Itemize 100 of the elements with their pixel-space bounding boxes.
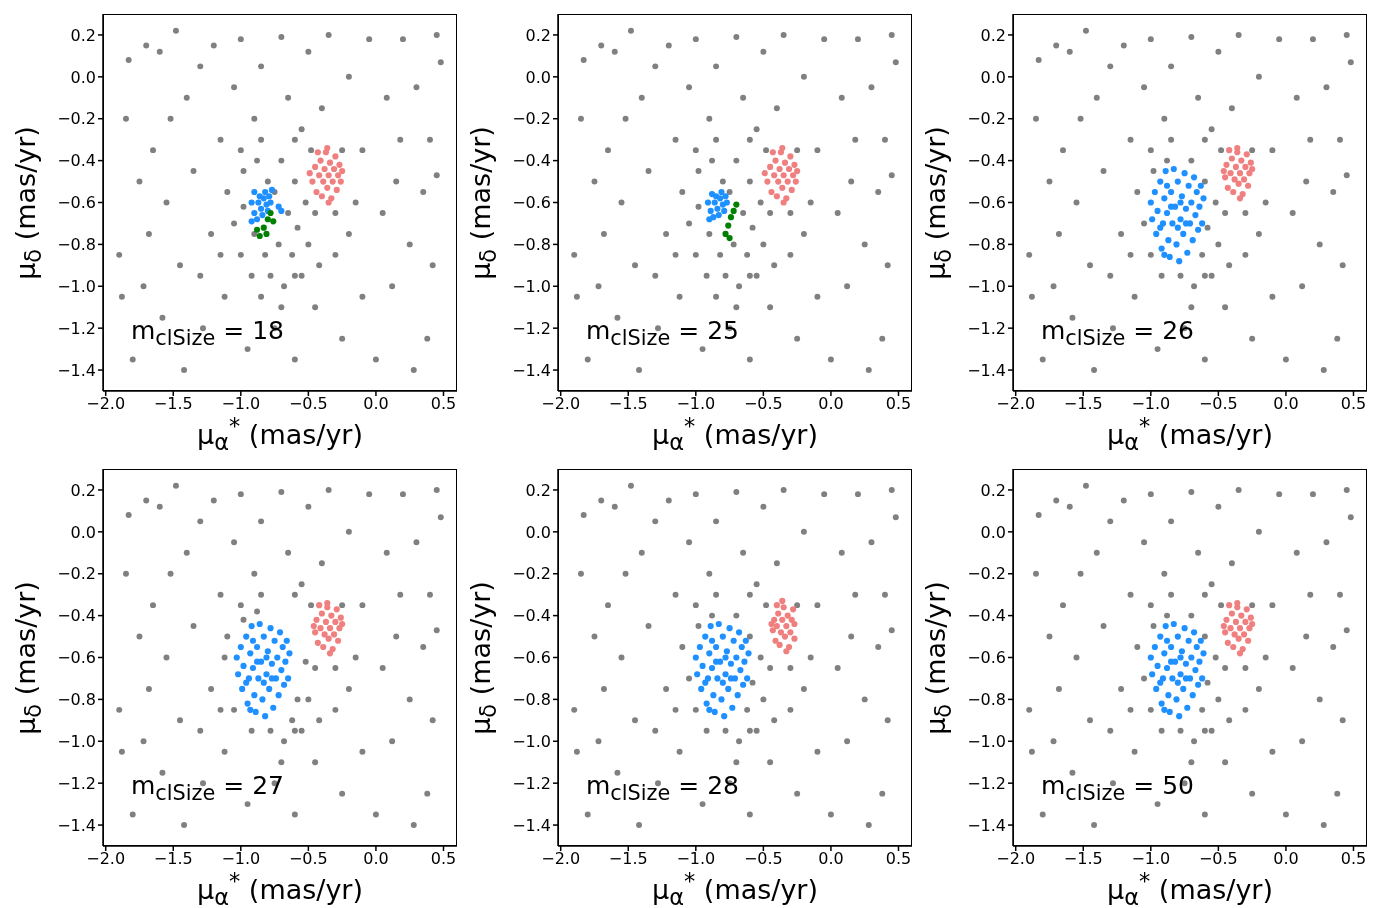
point — [773, 623, 780, 630]
point — [1165, 692, 1172, 699]
point — [282, 658, 289, 665]
point — [339, 168, 346, 175]
point — [260, 195, 267, 202]
point — [787, 153, 794, 160]
point — [330, 165, 338, 173]
point — [1174, 679, 1181, 686]
point — [1162, 168, 1169, 175]
annotation: m$_{clSize}$ = 27 — [131, 770, 285, 805]
point — [772, 637, 779, 644]
y-tick-label: −0.4 — [57, 151, 96, 171]
point — [791, 635, 798, 642]
point — [1170, 620, 1177, 628]
point — [1193, 643, 1200, 651]
point — [702, 633, 709, 640]
point — [715, 211, 722, 219]
point — [260, 679, 267, 686]
x-tick-label: −2.0 — [541, 394, 581, 414]
point — [263, 671, 270, 678]
point — [725, 222, 732, 229]
point — [260, 224, 267, 231]
y-tick-label: −0.2 — [57, 109, 96, 129]
x-tick-label: −2.0 — [86, 394, 126, 414]
point — [235, 671, 242, 678]
point — [1174, 633, 1181, 640]
x-tick-label: −1.5 — [608, 849, 648, 869]
y-tick-label: −1.2 — [57, 773, 96, 793]
point — [1178, 648, 1185, 655]
y-tick-label: −0.8 — [512, 690, 551, 710]
x-tick-label: 0.0 — [1273, 394, 1299, 414]
y-tick-label: 0.0 — [70, 522, 96, 542]
point — [332, 153, 339, 160]
point — [714, 205, 721, 212]
point — [1228, 610, 1235, 617]
point — [1243, 606, 1250, 613]
point — [772, 157, 779, 164]
point — [1166, 708, 1173, 716]
x-tick-label: −0.5 — [743, 394, 783, 414]
x-tick-label: −1.5 — [608, 394, 648, 414]
point — [267, 625, 274, 632]
y-tick-label: −1.0 — [57, 276, 96, 296]
point — [775, 610, 782, 617]
point — [268, 660, 275, 667]
point — [264, 216, 271, 223]
point — [1169, 220, 1176, 227]
point — [781, 159, 789, 166]
annotation: m$_{clSize}$ = 28 — [586, 770, 740, 805]
point — [1166, 253, 1173, 261]
y-tick-label: −1.0 — [967, 731, 1006, 751]
point — [337, 614, 344, 621]
point — [263, 230, 270, 237]
point — [733, 654, 740, 661]
point — [733, 201, 740, 208]
point — [1232, 618, 1240, 625]
x-tick-label: −1.5 — [153, 849, 193, 869]
point — [1199, 220, 1206, 227]
point — [1220, 623, 1227, 630]
point — [1236, 625, 1244, 632]
annotation: m$_{clSize}$ = 18 — [131, 315, 285, 350]
point — [268, 675, 275, 682]
y-tick-label: 0.2 — [980, 480, 1006, 500]
annotation: m$_{clSize}$ = 26 — [1041, 315, 1195, 350]
point — [243, 633, 250, 640]
point — [271, 637, 278, 644]
point — [251, 188, 258, 196]
point — [785, 643, 793, 651]
point — [725, 685, 732, 692]
point — [1190, 629, 1198, 636]
point — [283, 637, 290, 644]
point — [1189, 692, 1196, 699]
point — [314, 149, 321, 156]
y-tick-label: −0.4 — [57, 606, 96, 626]
point — [1157, 224, 1164, 231]
y-tick-label: −0.2 — [967, 564, 1006, 584]
y-tick-label: 0.2 — [525, 25, 551, 45]
point — [1238, 612, 1245, 619]
point — [256, 232, 263, 240]
point — [255, 675, 262, 682]
y-tick-label: 0.0 — [980, 67, 1006, 87]
y-tick-label: −1.4 — [57, 360, 96, 380]
y-tick-label: −0.6 — [512, 648, 551, 668]
x-tick-label: −1.0 — [221, 394, 261, 414]
point — [704, 199, 712, 206]
point — [270, 704, 277, 711]
point — [1184, 704, 1191, 711]
point — [1226, 602, 1233, 609]
point — [275, 692, 282, 699]
point — [792, 178, 799, 185]
x-tick-label: 0.5 — [1340, 849, 1367, 869]
x-tick-label: −1.0 — [221, 849, 261, 869]
point — [1161, 706, 1168, 713]
point — [257, 205, 265, 212]
point — [252, 708, 259, 716]
y-tick-label: −0.2 — [512, 109, 551, 129]
point — [726, 625, 733, 632]
point — [1178, 193, 1185, 200]
point — [771, 616, 778, 623]
y-tick-label: 0.2 — [980, 25, 1006, 45]
point — [1236, 170, 1244, 177]
